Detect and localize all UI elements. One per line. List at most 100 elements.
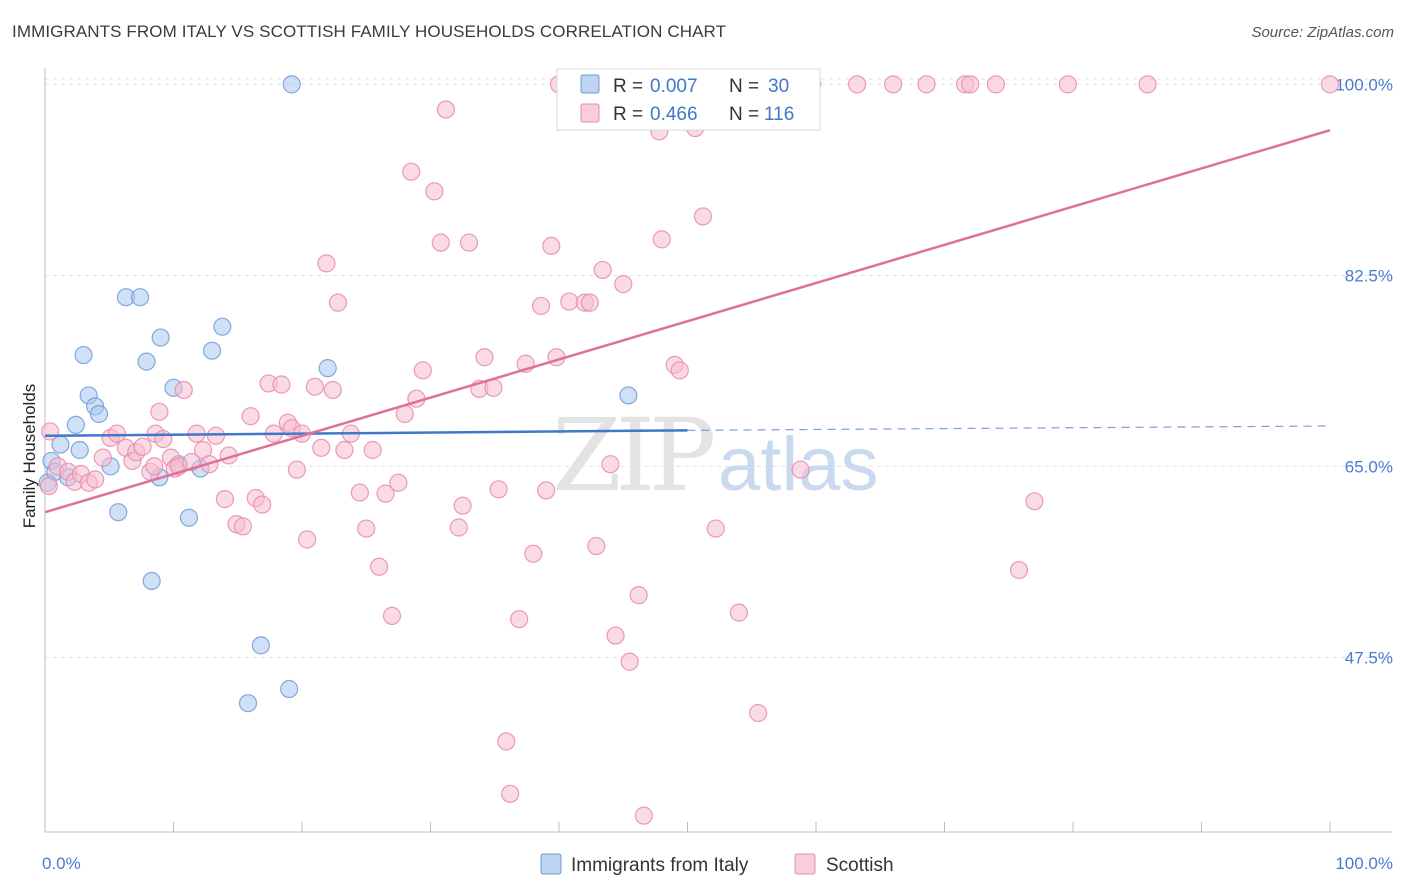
series-legend-label-italy: Immigrants from Italy <box>571 855 749 876</box>
point-scottish-41 <box>287 460 306 479</box>
point-italy-27 <box>280 679 299 699</box>
y-tick-labels: 100.0% 82.5% 65.0% 47.5% <box>1335 75 1393 667</box>
point-italy-14 <box>130 288 150 307</box>
point-scottish-77 <box>531 296 551 316</box>
point-scottish-96 <box>670 361 689 380</box>
point-scottish-0 <box>39 476 58 496</box>
y-tick-label-3: 47.5% <box>1345 648 1393 667</box>
point-italy-15 <box>137 352 156 371</box>
stats-legend-box <box>556 68 821 131</box>
point-scottish-64 <box>436 100 456 119</box>
point-italy-21 <box>179 508 199 527</box>
point-italy-30 <box>619 386 638 405</box>
point-scottish-79 <box>542 236 561 256</box>
y-tick-label-2: 65.0% <box>1345 457 1393 476</box>
legend-n-value-italy: 30 <box>768 76 789 97</box>
x-tick-labels: 0.0% 100.0% <box>42 854 1393 873</box>
grid-lines <box>45 78 1392 658</box>
point-scottish-57 <box>389 473 408 492</box>
point-scottish-109 <box>961 75 980 94</box>
legend-r-label-scottish: R = <box>613 104 643 125</box>
legend-n-label-italy: N = <box>729 76 759 97</box>
point-italy-5 <box>66 415 85 434</box>
point-scottish-53 <box>363 440 382 460</box>
point-scottish-59 <box>402 162 421 181</box>
point-scottish-94 <box>652 230 671 249</box>
series-legend-swatch-italy <box>540 853 562 875</box>
point-scottish-1 <box>41 422 60 441</box>
point-scottish-85 <box>587 536 606 556</box>
trend-line-scottish <box>44 129 1331 514</box>
point-scottish-8 <box>93 448 112 467</box>
axes <box>44 68 1392 833</box>
point-scottish-44 <box>305 377 324 396</box>
chart-title: IMMIGRANTS FROM ITALY VS SCOTTISH FAMILY… <box>12 22 727 41</box>
point-scottish-78 <box>537 481 556 500</box>
point-scottish-28 <box>206 426 226 445</box>
legend-swatch-italy <box>580 74 600 94</box>
point-scottish-51 <box>350 483 369 502</box>
point-scottish-91 <box>629 586 648 605</box>
point-scottish-35 <box>253 495 272 514</box>
point-italy-25 <box>238 694 258 713</box>
point-scottish-65 <box>449 518 468 537</box>
point-scottish-112 <box>1025 492 1044 511</box>
point-scottish-63 <box>431 233 450 252</box>
point-scottish-107 <box>917 75 936 94</box>
watermark-zip: ZIP <box>552 397 713 514</box>
point-scottish-88 <box>606 626 625 645</box>
point-scottish-69 <box>475 348 494 367</box>
point-scottish-18 <box>150 402 169 421</box>
point-scottish-45 <box>312 438 331 457</box>
point-italy-10 <box>89 404 109 424</box>
point-scottish-55 <box>376 484 395 503</box>
point-scottish-76 <box>524 544 543 563</box>
point-italy-12 <box>109 503 128 522</box>
point-scottish-103 <box>791 460 810 479</box>
point-scottish-90 <box>620 652 639 671</box>
point-scottish-14 <box>133 437 152 456</box>
series-legend-swatch-scottish <box>794 853 816 875</box>
point-scottish-115 <box>1320 75 1340 94</box>
y-tick-label-1: 82.5% <box>1345 266 1393 285</box>
point-italy-6 <box>70 440 89 460</box>
series-legend-label-scottish: Scottish <box>826 855 894 876</box>
point-italy-7 <box>74 345 93 365</box>
point-scottish-19 <box>154 429 173 449</box>
point-scottish-74 <box>510 610 529 629</box>
point-scottish-47 <box>323 380 342 400</box>
point-scottish-46 <box>317 254 336 273</box>
point-scottish-82 <box>560 292 579 311</box>
point-scottish-113 <box>1058 75 1077 94</box>
legend-n-label-scottish: N = <box>729 104 759 125</box>
legend-n-value-scottish: 116 <box>764 104 794 125</box>
point-scottish-52 <box>357 519 376 538</box>
point-scottish-98 <box>693 207 713 226</box>
x-tick-label-1: 100.0% <box>1335 854 1393 873</box>
point-scottish-89 <box>614 275 633 294</box>
point-scottish-32 <box>233 517 252 536</box>
legend-swatch-scottish <box>580 103 600 123</box>
point-scottish-66 <box>453 496 472 515</box>
point-scottish-61 <box>413 361 432 380</box>
point-scottish-84 <box>580 293 599 312</box>
point-italy-18 <box>151 328 170 347</box>
source-label: Source: ZipAtlas.com <box>1251 24 1394 41</box>
point-scottish-48 <box>328 293 348 312</box>
point-scottish-33 <box>241 407 260 426</box>
point-italy-29 <box>318 359 337 378</box>
point-scottish-43 <box>298 530 317 549</box>
series-legend: Immigrants from Italy Scottish <box>540 853 894 876</box>
point-scottish-49 <box>335 440 354 460</box>
point-scottish-10 <box>107 424 127 443</box>
point-scottish-72 <box>497 732 516 751</box>
point-scottish-105 <box>848 75 867 94</box>
point-scottish-71 <box>489 480 508 499</box>
point-scottish-101 <box>729 603 749 622</box>
point-italy-16 <box>142 571 161 591</box>
point-scottish-56 <box>382 606 402 625</box>
point-scottish-102 <box>749 703 768 723</box>
trend-line-italy <box>44 429 688 438</box>
trend-line-italy-extension <box>687 425 1331 431</box>
